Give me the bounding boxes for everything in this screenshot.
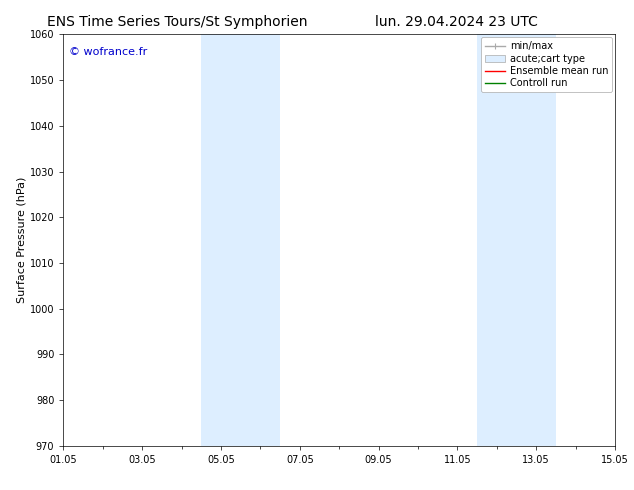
Y-axis label: Surface Pressure (hPa): Surface Pressure (hPa) (17, 177, 27, 303)
Bar (477, 34, 556, 446)
Legend: min/max, acute;cart type, Ensemble mean run, Controll run: min/max, acute;cart type, Ensemble mean … (481, 37, 612, 92)
Bar (202, 34, 280, 446)
Text: lun. 29.04.2024 23 UTC: lun. 29.04.2024 23 UTC (375, 15, 538, 29)
Text: ENS Time Series Tours/St Symphorien: ENS Time Series Tours/St Symphorien (48, 15, 307, 29)
Text: © wofrance.fr: © wofrance.fr (69, 47, 147, 57)
